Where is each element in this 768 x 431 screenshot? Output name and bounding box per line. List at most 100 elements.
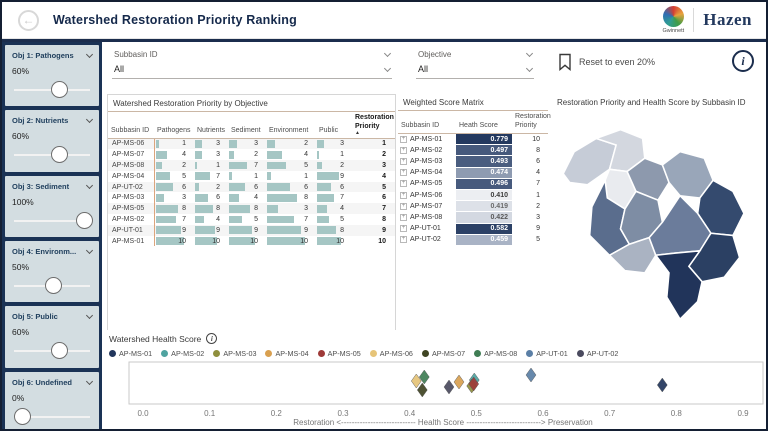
- chevron-down-icon[interactable]: [85, 116, 94, 124]
- score-cell: 10: [266, 236, 316, 247]
- slider-thumb[interactable]: [51, 81, 69, 98]
- table-row[interactable]: AP-MS-03 3 6 4 8 7 6: [108, 192, 395, 204]
- back-button[interactable]: ←: [18, 9, 39, 31]
- health-score-marker[interactable]: AP-UT-01: [525, 367, 537, 383]
- column-header[interactable]: Restoration Priority: [515, 113, 551, 129]
- score-cell: 2: [154, 160, 194, 171]
- legend-item[interactable]: AP-MS-01: [109, 349, 152, 358]
- expand-plus-icon[interactable]: +: [400, 225, 407, 233]
- legend-dot-icon: [161, 350, 169, 357]
- column-header[interactable]: Environment: [269, 126, 309, 134]
- expand-plus-icon[interactable]: +: [400, 169, 407, 177]
- legend-item[interactable]: AP-MS-06: [369, 349, 413, 358]
- matrix-row[interactable]: + AP-MS-02 0.497 8: [398, 145, 548, 156]
- slider-thumb[interactable]: [51, 146, 69, 164]
- legend-item[interactable]: AP-MS-07: [421, 349, 466, 358]
- column-header[interactable]: Nutrients: [197, 126, 226, 134]
- slider-thumb[interactable]: [51, 342, 69, 360]
- column-header[interactable]: Sediment: [231, 126, 261, 134]
- chevron-down-icon[interactable]: [85, 50, 94, 59]
- table-row[interactable]: AP-MS-04 5 7 1 1 9 4: [108, 170, 395, 182]
- matrix-row[interactable]: + AP-MS-05 0.496 7: [398, 178, 548, 189]
- table-row[interactable]: AP-UT-02 6 2 6 6 6 5: [108, 181, 395, 193]
- info-button[interactable]: i: [732, 50, 754, 72]
- health-score-marker[interactable]: AP-MS-08: [418, 369, 430, 385]
- legend-item[interactable]: AP-MS-04: [265, 349, 309, 358]
- table-row[interactable]: AP-MS-08 2 1 7 5 2 3: [108, 160, 395, 171]
- matrix-row[interactable]: + AP-MS-06 0.410 1: [398, 189, 548, 201]
- expand-plus-icon[interactable]: +: [400, 135, 407, 143]
- objective-label: Obj 6: Undefined: [12, 377, 72, 387]
- score-cell: 10: [194, 236, 228, 247]
- table-row[interactable]: AP-MS-06 1 3 3 2 3 1: [108, 138, 395, 150]
- expand-plus-icon[interactable]: +: [400, 146, 407, 154]
- table-row[interactable]: AP-MS-02 7 4 5 7 5 8: [108, 214, 395, 225]
- column-header[interactable]: Subbasin ID: [111, 126, 150, 134]
- matrix-row[interactable]: + AP-MS-01 0.779 10: [398, 134, 548, 145]
- legend-item[interactable]: AP-MS-05: [317, 349, 361, 358]
- health-score-cell: 0.582: [456, 223, 512, 234]
- matrix-row[interactable]: + AP-MS-04 0.474 4: [398, 167, 548, 178]
- chevron-down-icon[interactable]: [85, 312, 94, 320]
- score-matrix-panel: Weighted Score Matrix Subbasin ID Heath S…: [398, 94, 551, 336]
- legend-item[interactable]: AP-MS-02: [161, 349, 204, 358]
- expand-plus-icon[interactable]: +: [400, 157, 407, 165]
- expand-plus-icon[interactable]: +: [400, 180, 407, 188]
- weight-slider: [12, 80, 92, 100]
- legend-item[interactable]: AP-UT-01: [526, 349, 568, 358]
- chevron-down-icon[interactable]: [85, 377, 94, 385]
- table-row[interactable]: AP-MS-05 8 8 8 3 4 7: [108, 203, 395, 215]
- legend-item[interactable]: AP-MS-03: [213, 349, 256, 358]
- legend-item[interactable]: AP-MS-08: [474, 349, 517, 358]
- matrix-row[interactable]: + AP-MS-03 0.493 6: [398, 156, 548, 167]
- health-score-marker[interactable]: AP-MS-04: [453, 374, 465, 390]
- table-row[interactable]: AP-MS-01 10 10 10 10 10 10: [108, 235, 395, 247]
- column-header[interactable]: Public: [319, 126, 339, 134]
- subbasin-region[interactable]: [654, 249, 703, 321]
- expand-plus-icon[interactable]: +: [400, 191, 407, 199]
- health-score-marker[interactable]: AP-UT-02: [443, 379, 455, 395]
- score-cell: 3: [228, 139, 266, 150]
- priority-cell: 4: [382, 172, 386, 180]
- slider-track[interactable]: [14, 219, 90, 222]
- column-header[interactable]: Restoration Priority ▲: [355, 114, 394, 136]
- matrix-row[interactable]: + AP-MS-07 0.419 2: [398, 201, 548, 212]
- matrix-row[interactable]: + AP-MS-08 0.422 3: [398, 212, 548, 223]
- expand-plus-icon[interactable]: +: [400, 202, 407, 210]
- chevron-down-icon[interactable]: [525, 49, 534, 58]
- legend-item[interactable]: AP-UT-02: [576, 349, 618, 358]
- chevron-down-icon[interactable]: [85, 246, 94, 255]
- column-header[interactable]: Subbasin ID: [401, 121, 440, 129]
- health-score-dot-plot[interactable]: 0.0 0.1 0.2 0.3 0.4 0.5 0.6 0.7 0.8 0.9 AP-MS-01 AP…: [107, 361, 765, 427]
- data-bar: [229, 183, 245, 191]
- legend-label: AP-MS-07: [431, 349, 466, 358]
- header: ← Watershed Restoration Priority Ranking…: [2, 2, 766, 39]
- legend-label: AP-MS-06: [379, 349, 413, 358]
- table-row[interactable]: AP-UT-01 9 9 9 9 8 9: [108, 224, 395, 236]
- health-score-marker[interactable]: AP-MS-07: [416, 382, 428, 398]
- score-cell: 3: [194, 149, 228, 160]
- slider-thumb[interactable]: [14, 407, 31, 425]
- chevron-down-icon[interactable]: [85, 181, 94, 189]
- slider-thumb[interactable]: [45, 276, 62, 294]
- column-header[interactable]: Pathogens: [157, 126, 191, 134]
- subbasin-choropleth-map[interactable]: [555, 112, 761, 328]
- expand-plus-icon[interactable]: +: [400, 236, 407, 244]
- column-header[interactable]: Heath Score: [459, 121, 498, 129]
- objective-filter-select[interactable]: All: [416, 62, 534, 79]
- expand-plus-icon[interactable]: +: [400, 213, 407, 221]
- subbasin-filter-select[interactable]: All: [112, 62, 392, 79]
- score-cell: 8: [228, 203, 266, 214]
- table-row[interactable]: AP-MS-07 4 3 2 4 1 2: [108, 149, 395, 161]
- chevron-down-icon[interactable]: [383, 49, 392, 58]
- matrix-row[interactable]: + AP-UT-01 0.582 9: [398, 223, 548, 234]
- matrix-row[interactable]: + AP-UT-02 0.459 5: [398, 234, 548, 245]
- info-icon[interactable]: i: [206, 333, 218, 344]
- reset-bookmark-button[interactable]: Reset to even 20%: [558, 53, 655, 71]
- slider-thumb[interactable]: [76, 211, 93, 229]
- slider-track[interactable]: [14, 415, 90, 418]
- health-score-marker[interactable]: AP-MS-01: [656, 377, 668, 393]
- health-score-marker[interactable]: AP-MS-05: [468, 376, 480, 392]
- health-score-marker[interactable]: AP-MS-06: [410, 373, 422, 389]
- score-cell: 8: [316, 225, 352, 236]
